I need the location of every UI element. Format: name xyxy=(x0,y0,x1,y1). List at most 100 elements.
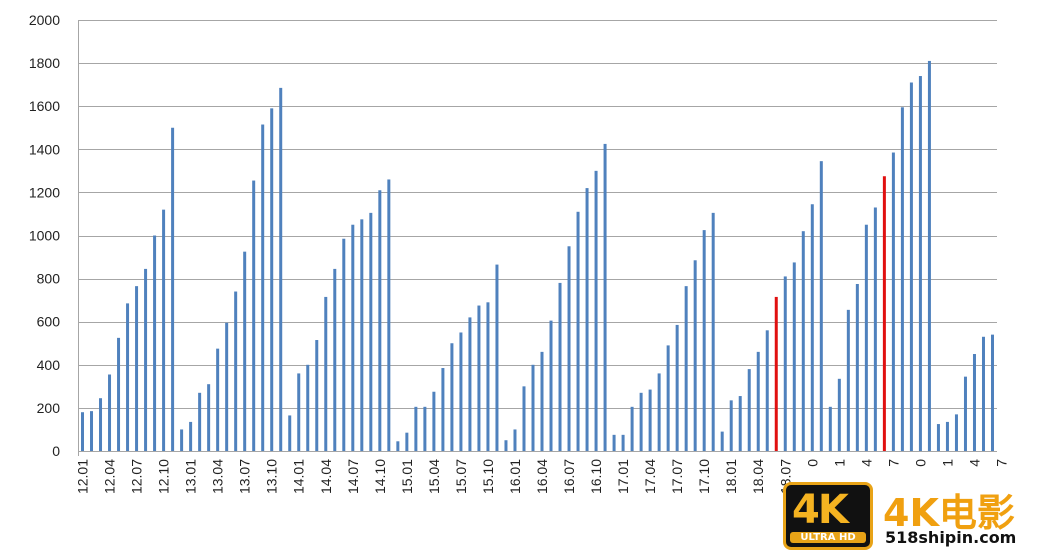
bar xyxy=(423,406,427,451)
bar xyxy=(954,414,958,451)
bar xyxy=(945,421,949,451)
x-tick-label: 13.10 xyxy=(264,459,280,494)
bar xyxy=(639,392,643,451)
bar xyxy=(351,224,355,451)
x-tick-label: 12.01 xyxy=(75,459,91,494)
bar xyxy=(738,396,742,451)
bar xyxy=(765,330,769,451)
bar xyxy=(909,82,913,451)
bar xyxy=(801,231,805,451)
bar xyxy=(594,170,598,451)
bar xyxy=(396,441,400,451)
bar xyxy=(405,432,409,451)
y-tick-label: 400 xyxy=(37,357,61,373)
watermark-title: 4K电影 xyxy=(883,491,1015,535)
bar xyxy=(666,345,670,451)
bar xyxy=(927,60,931,451)
bar xyxy=(108,374,112,451)
gridlines xyxy=(78,20,997,456)
bar xyxy=(981,336,985,451)
bars xyxy=(81,60,994,452)
bar xyxy=(90,411,94,451)
x-tick-label: 17.01 xyxy=(615,459,631,494)
bar xyxy=(315,340,319,451)
bar xyxy=(99,398,103,451)
x-tick-label: 15.01 xyxy=(399,459,415,494)
bar xyxy=(522,386,526,451)
y-tick-label: 800 xyxy=(37,271,61,287)
bar xyxy=(459,332,463,451)
x-tick-label: 17.07 xyxy=(669,459,685,494)
bar xyxy=(477,305,481,451)
bar xyxy=(162,209,166,451)
bar xyxy=(630,406,634,451)
bar xyxy=(549,320,553,451)
x-tick-label: 13.01 xyxy=(183,459,199,494)
x-tick-label: 4 xyxy=(966,459,982,467)
x-tick-label: 14.04 xyxy=(318,459,334,494)
watermark-url: 518shipin.com xyxy=(885,528,1017,547)
x-axis-tick-labels: 12.01 12.04 12.07 12.10 13.01 13.04 13.07 13.10… xyxy=(75,459,1010,494)
x-tick-label: 1 xyxy=(831,459,847,467)
bar xyxy=(387,179,391,451)
bar xyxy=(657,373,661,451)
bar xyxy=(216,348,220,451)
x-tick-label: 18.01 xyxy=(723,459,739,494)
bar xyxy=(702,230,706,451)
bar xyxy=(342,238,346,451)
bar xyxy=(963,376,967,451)
x-tick-label: 0 xyxy=(804,459,820,467)
bar xyxy=(207,384,211,451)
bar xyxy=(495,264,499,451)
x-tick-label: 14.10 xyxy=(372,459,388,494)
bar xyxy=(144,268,148,451)
bar xyxy=(873,207,877,451)
bar xyxy=(567,246,571,451)
bar xyxy=(180,429,184,451)
x-tick-label: 15.07 xyxy=(453,459,469,494)
watermark-logo: 4K ULTRA HD 4K电影 518shipin.com xyxy=(783,482,1045,554)
x-tick-label: 16.10 xyxy=(588,459,604,494)
x-tick-label: 12.04 xyxy=(102,459,118,494)
x-tick-label: 16.01 xyxy=(507,459,523,494)
bar xyxy=(288,415,292,451)
y-tick-label: 1000 xyxy=(29,228,60,244)
x-tick-label: 7 xyxy=(885,459,901,467)
x-tick-label: 15.04 xyxy=(426,459,442,494)
watermark-badge-text: 4K xyxy=(792,487,849,533)
y-tick-label: 0 xyxy=(52,443,60,459)
bar xyxy=(450,343,454,451)
bar xyxy=(333,268,337,451)
bar xyxy=(756,351,760,451)
bar xyxy=(468,317,472,451)
bar xyxy=(720,431,724,451)
bar xyxy=(810,204,814,451)
bar xyxy=(486,302,490,451)
bar xyxy=(234,291,238,451)
bar xyxy=(441,368,445,451)
bar xyxy=(360,219,364,451)
y-tick-label: 1200 xyxy=(29,184,60,200)
bar-highlighted xyxy=(882,176,886,452)
bar xyxy=(972,354,976,451)
x-tick-label: 14.01 xyxy=(291,459,307,494)
bar xyxy=(252,180,256,452)
bar xyxy=(855,283,859,451)
bar xyxy=(711,212,715,451)
bar xyxy=(991,334,994,451)
bar xyxy=(819,161,823,451)
x-tick-label: 4 xyxy=(858,459,874,467)
x-tick-label: 12.07 xyxy=(129,459,145,494)
y-tick-label: 200 xyxy=(37,400,61,416)
bar xyxy=(540,351,544,451)
bar xyxy=(864,224,868,451)
bar xyxy=(558,282,562,451)
x-tick-label: 18.04 xyxy=(750,459,766,494)
x-tick-label: 13.04 xyxy=(210,459,226,494)
x-tick-label: 12.10 xyxy=(156,459,172,494)
watermark-badge: 4K ULTRA HD xyxy=(783,482,873,550)
bar xyxy=(828,406,832,451)
bar xyxy=(297,373,301,451)
x-tick-label: 17.10 xyxy=(696,459,712,494)
